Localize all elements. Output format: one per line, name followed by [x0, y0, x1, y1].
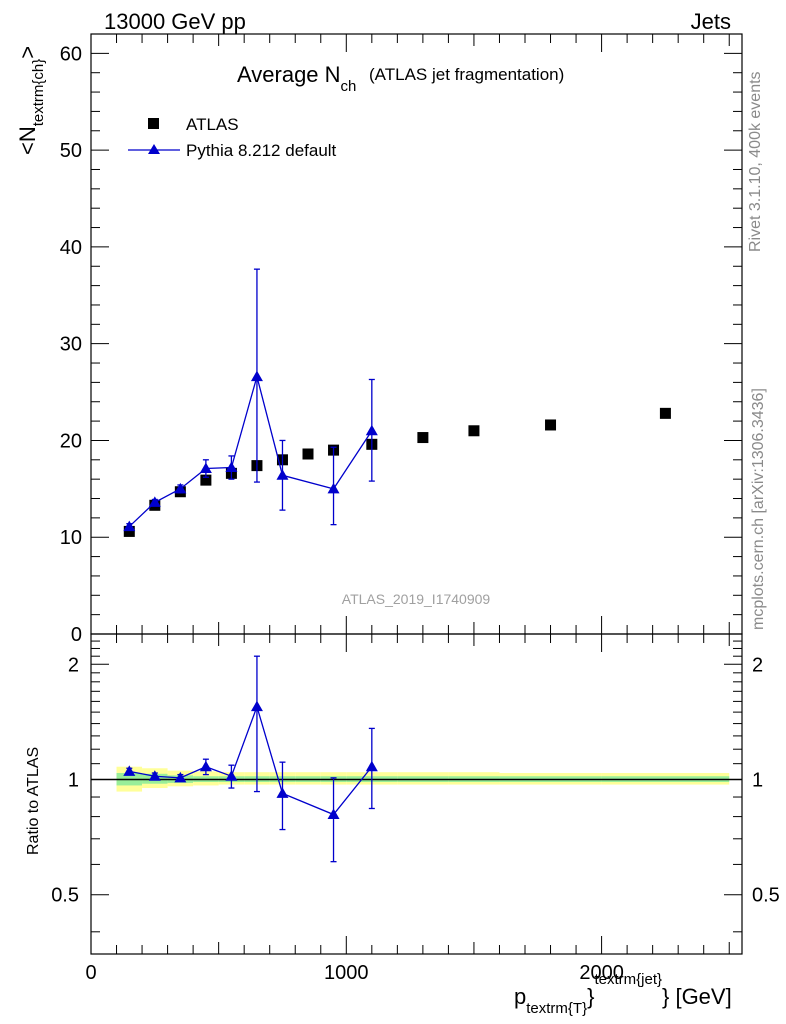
ratio-band-layer	[91, 766, 742, 792]
main-ytick-label: 0	[71, 624, 82, 646]
atlas-data-point	[200, 474, 212, 486]
atlas-data-point	[123, 525, 135, 537]
pythia-data-point	[123, 520, 136, 532]
atlas-data-point	[417, 432, 429, 444]
ratio-axis-ticks: 0 1000 2000 0.5 0.5 1 1 2 2	[51, 634, 780, 984]
legend-pythia-label: Pythia 8.212 default	[186, 141, 337, 160]
main-axis-ticks: 0 10 20 30 40 50 60	[60, 33, 742, 646]
atlas-data-point	[659, 407, 671, 419]
ratio-ytick-label: 0.5	[51, 885, 79, 907]
mcplots-annotation: mcplots.cern.ch [arXiv:1306.3436]	[750, 388, 767, 630]
main-ylabel: <Ntextrm{ch}>	[15, 46, 47, 155]
pythia-data-point	[199, 462, 212, 474]
legend: ATLAS Pythia 8.212 default	[128, 115, 337, 160]
ratio-pythia-point	[276, 787, 289, 798]
main-ytick-label: 20	[60, 430, 82, 452]
main-title-prefix: Average N	[237, 62, 341, 87]
ratio-pythia-point	[327, 808, 340, 820]
ratio-ytick-label-right: 0.5	[752, 885, 780, 907]
x-axis-label-brace: }	[587, 984, 594, 1009]
ratio-ytick-label-right: 2	[752, 654, 763, 676]
ratio-pythia-point	[365, 760, 378, 772]
ratio-xtick-label: 1000	[324, 962, 369, 984]
main-ytick-label: 50	[60, 140, 82, 162]
pythia-data-point	[148, 496, 161, 507]
x-axis-label-sup: textrm{jet}	[594, 971, 662, 988]
pythia-data-point	[365, 424, 378, 436]
legend-atlas-label: ATLAS	[186, 115, 239, 134]
main-ytick-label: 60	[60, 43, 82, 65]
ratio-data-layer	[123, 655, 378, 863]
pythia-data-point	[174, 482, 187, 494]
atlas-data-point	[545, 419, 557, 431]
atlas-data-point	[468, 425, 480, 437]
main-title: Average Nch	[237, 62, 356, 95]
x-axis-label-main: p	[514, 984, 526, 1009]
ratio-ytick-label: 1	[68, 770, 79, 792]
main-ylabel-sub: textrm{ch}	[30, 59, 47, 127]
rivet-annotation: Rivet 3.1.10, 400k events	[747, 71, 764, 252]
main-title-sub: ch	[341, 78, 357, 95]
ratio-plot-frame	[90, 633, 743, 955]
legend-atlas-marker	[148, 118, 159, 129]
ratio-pythia-point	[250, 700, 263, 712]
atlas-data-point	[302, 448, 314, 460]
main-ytick-label: 40	[60, 237, 82, 259]
ratio-ytick-label-right: 1	[752, 770, 763, 792]
x-axis-label: ptextrm{T}}textrm{jet}} [GeV]	[514, 971, 732, 1017]
ratio-pythia-point	[123, 765, 136, 776]
pythia-data-point	[327, 482, 340, 494]
pythia-data-point	[225, 461, 238, 473]
ratio-pythia-point	[225, 770, 238, 781]
x-axis-label-unit: } [GeV]	[662, 984, 732, 1009]
main-title-suffix: (ATLAS jet fragmentation)	[369, 65, 564, 84]
main-ytick-label: 10	[60, 527, 82, 549]
ratio-pythia-point	[174, 771, 187, 783]
ratio-pythia-point	[199, 760, 212, 772]
main-ytick-label: 30	[60, 334, 82, 356]
pythia-data-point	[276, 469, 289, 480]
x-axis-label-sub: textrm{T}	[526, 1000, 587, 1017]
main-ylabel-main: <N	[15, 126, 40, 155]
ratio-pythia-line	[129, 704, 373, 816]
header-right-label: Jets	[691, 9, 731, 34]
main-data-layer	[123, 268, 671, 537]
ratio-xtick-label: 0	[85, 962, 96, 984]
header-left-label: 13000 GeV pp	[104, 9, 246, 34]
ratio-ylabel: Ratio to ATLAS	[25, 747, 42, 855]
analysis-watermark: ATLAS_2019_I1740909	[342, 591, 491, 607]
ratio-pythia-point	[148, 770, 161, 781]
main-ylabel-end: >	[15, 46, 40, 59]
pythia-data-point	[250, 370, 263, 382]
ratio-xtick-label: 2000	[579, 962, 624, 984]
ratio-ytick-label: 2	[68, 654, 79, 676]
legend-pythia-marker	[148, 144, 160, 154]
